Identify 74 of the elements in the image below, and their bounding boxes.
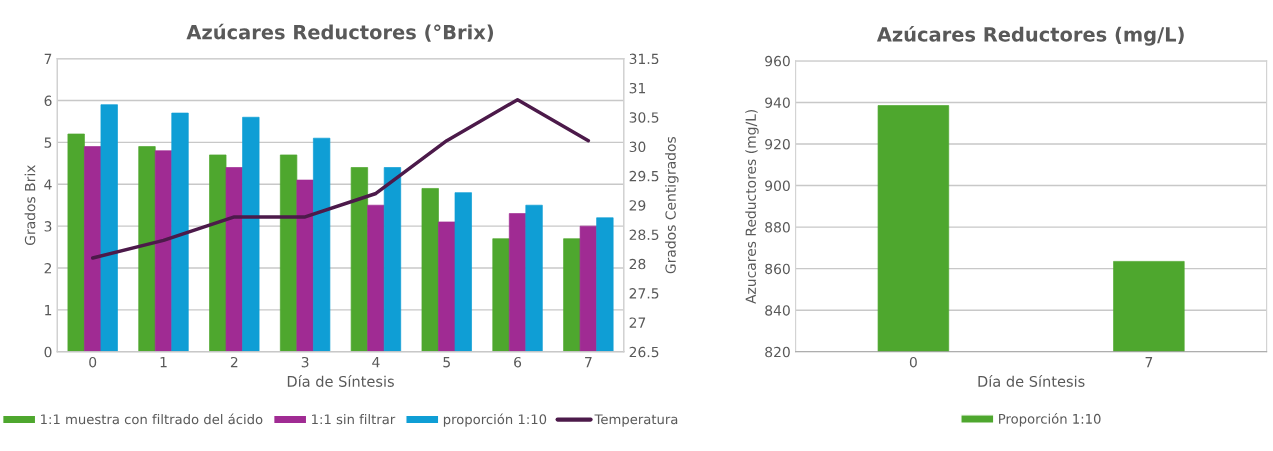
bar — [313, 137, 331, 352]
x-axis-title: Día de Síntesis — [287, 375, 394, 387]
x-tick-label: 3 — [301, 356, 309, 368]
y2-axis-title: Grados Centigrados — [665, 136, 679, 274]
legend-label: 1:1 sin filtrar — [312, 414, 396, 425]
bar — [492, 238, 510, 352]
y2-tick-label: 27 — [629, 317, 646, 328]
y2-tick-label: 28 — [629, 258, 646, 270]
x-tick-label: 2 — [230, 356, 238, 368]
y2-tick-label: 28.5 — [629, 229, 659, 240]
y-tick-label: 4 — [44, 179, 52, 190]
y-tick-label: 7 — [44, 53, 52, 64]
bar — [525, 204, 543, 352]
bar — [209, 154, 227, 352]
y-tick-label: 860 — [765, 263, 790, 275]
y2-tick-label: 27.5 — [629, 288, 659, 299]
y2-tick-label: 26.5 — [629, 346, 659, 358]
bar — [367, 204, 385, 352]
y-tick-label: 900 — [765, 180, 790, 192]
bar — [508, 213, 527, 352]
bar — [350, 167, 369, 352]
y-tick-label: 820 — [765, 346, 790, 358]
bar — [279, 154, 298, 352]
bar — [84, 146, 102, 352]
bar — [421, 188, 439, 352]
bar — [383, 167, 402, 352]
chart-title: Azúcares Reductores (°Brix) — [186, 23, 494, 42]
y2-tick-label: 29.5 — [629, 170, 659, 182]
y-tick-label: 960 — [765, 55, 790, 67]
bar — [454, 192, 472, 352]
x-tick-label: 1 — [160, 357, 167, 368]
line-series — [90, 97, 591, 260]
legend-label: 1:1 muestra con filtrado del ácido — [41, 413, 263, 425]
y2-tick-label: 31.5 — [629, 53, 659, 65]
x-tick-label: 0 — [909, 356, 917, 368]
y2-tick-label: 29 — [629, 200, 646, 211]
bar — [579, 225, 597, 352]
bar — [438, 221, 456, 352]
y-tick-label: 880 — [765, 222, 790, 233]
y-axis-title: Azucares Reductores (mg/L) — [745, 109, 759, 304]
y-tick-label: 1 — [45, 305, 52, 316]
bar — [563, 238, 581, 352]
y2-tick-label: 30 — [629, 141, 646, 153]
y-tick-label: 5 — [44, 137, 52, 148]
x-tick-label: 0 — [89, 356, 97, 368]
bar — [242, 116, 260, 352]
x-tick-label: 4 — [372, 357, 380, 368]
chart-title: Azúcares Reductores (mg/L) — [876, 25, 1184, 46]
y-tick-label: 920 — [765, 138, 790, 150]
y-tick-label: 3 — [44, 221, 52, 232]
legend-label: proporción 1:10 — [443, 413, 547, 427]
x-axis-title: Día de Síntesis — [978, 375, 1085, 387]
bar — [596, 217, 614, 352]
y-tick-label: 6 — [44, 95, 52, 106]
y-axis-title: Grados Brix — [24, 165, 36, 246]
x-tick-label: 5 — [443, 357, 450, 368]
bar — [225, 167, 243, 352]
bar — [171, 112, 189, 352]
y-tick-label: 0 — [44, 346, 52, 358]
x-tick-label: 7 — [585, 357, 592, 368]
bar — [67, 133, 85, 352]
x-tick-label: 6 — [514, 356, 522, 368]
legend-label: Proporción 1:10 — [999, 413, 1101, 427]
y-tick-label: 2 — [44, 262, 52, 274]
y2-tick-label: 31 — [629, 82, 646, 94]
y-tick-label: 840 — [765, 305, 790, 316]
x-tick-label: 7 — [1145, 357, 1153, 368]
legend-label: Temperatura — [594, 414, 678, 427]
bar — [138, 146, 156, 352]
bar — [154, 150, 173, 352]
bar — [296, 179, 314, 352]
y-tick-label: 940 — [765, 97, 790, 108]
y2-tick-label: 30.5 — [629, 112, 659, 123]
bar — [100, 104, 118, 352]
